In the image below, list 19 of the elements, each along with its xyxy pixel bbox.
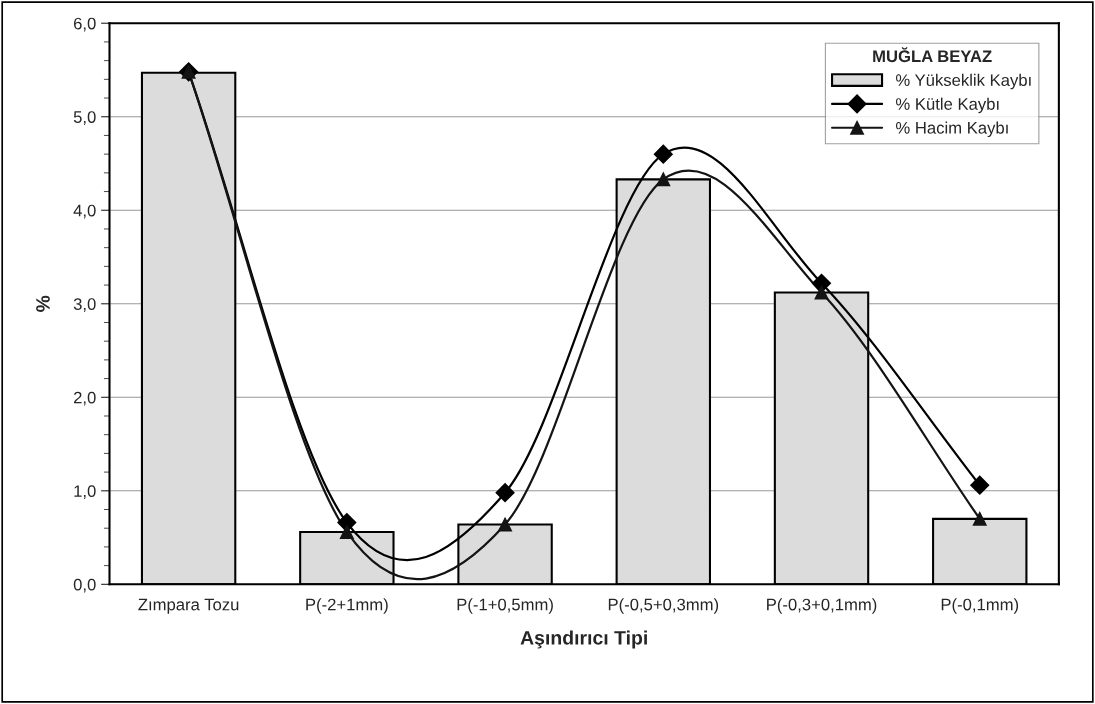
x-tick-label: P(-0,5+0,3mm) — [608, 598, 719, 614]
x-tick-label: P(-0,3+0,1mm) — [767, 598, 877, 614]
y-tick-label: 1,0 — [74, 485, 96, 499]
legend-label: % Hacim Kaybı — [895, 121, 1008, 138]
y-tick-label: 0,0 — [73, 578, 96, 593]
legend-label: % Yükseklik Kaybı — [895, 73, 1031, 90]
x-tick-label: P(-0,1mm) — [941, 598, 1019, 614]
y-axis-title: % — [36, 295, 50, 312]
legend-title: MUĞLA BEYAZ — [873, 47, 992, 63]
x-axis-title: Aşındırıcı Tipi — [520, 630, 647, 649]
y-tick-label: 2,0 — [73, 391, 96, 406]
legend-label: % Kütle Kaybı — [895, 97, 999, 114]
x-tick-label: P(-2+1mm) — [306, 598, 388, 614]
y-tick-label: 4,0 — [73, 204, 96, 219]
x-tick-label: P(-1+0,5mm) — [457, 598, 553, 614]
y-tick-label: 3,0 — [73, 298, 96, 312]
y-tick-label: 5,0 — [73, 111, 96, 125]
x-tick-label: Zımpara Tozu — [138, 598, 239, 614]
y-tick-label: 6,0 — [73, 17, 96, 32]
